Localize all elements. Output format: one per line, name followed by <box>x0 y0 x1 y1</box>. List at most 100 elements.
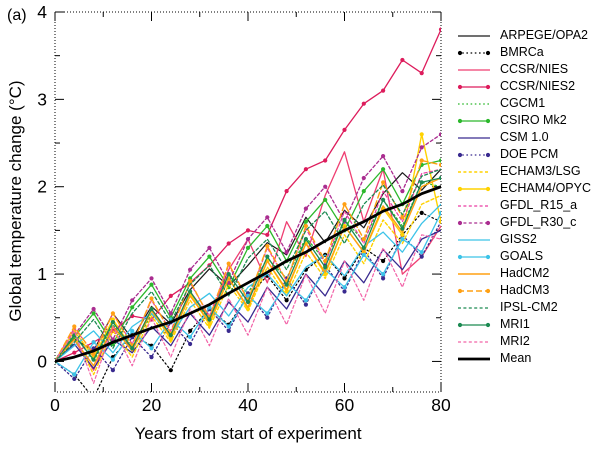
series-marker-goals <box>438 210 441 215</box>
series-marker-doe-pcm <box>149 355 154 360</box>
legend-line-sample-echam4-opyc <box>457 186 491 191</box>
series-marker-hadcm3 <box>226 261 231 266</box>
legend-item-hadcm3: HadCM3 <box>456 282 591 299</box>
series-marker-goals <box>72 372 77 377</box>
series-marker-gfdl-r30-c <box>91 306 96 312</box>
series-marker-gfdl-r30-c <box>381 154 386 159</box>
legend-line-sample-csm-1-0 <box>458 136 490 139</box>
legend-line-sample-gfdl-r15-a <box>458 204 490 207</box>
series-marker-gfdl-r30-c <box>419 145 424 150</box>
series-marker-echam4-opyc <box>419 132 424 137</box>
x-tick-label: 40 <box>238 395 258 415</box>
legend-line-sample-doe-pcm <box>457 152 491 157</box>
y-tick-label: 4 <box>37 2 47 22</box>
series-marker-doe-pcm <box>226 328 231 333</box>
legend-label-ccsr-nies: CCSR/NIES <box>500 62 569 77</box>
series-marker-doe-pcm <box>419 254 424 259</box>
y-tick-label: 0 <box>37 351 47 371</box>
series-marker-goals <box>110 357 115 362</box>
legend-line-sample-mean <box>458 357 490 360</box>
legend-label-gfdl-r15-a: GFDL_R15_a <box>500 198 578 213</box>
legend-line-sample-mri1 <box>457 322 491 327</box>
series-marker-mri1 <box>149 306 154 312</box>
legend-label-mri2: MRI2 <box>500 334 530 349</box>
y-tick-label: 2 <box>37 177 47 197</box>
legend-marker <box>485 50 491 55</box>
series-marker-bmrca <box>342 276 347 281</box>
series-marker-ccsr-nies2 <box>400 57 405 63</box>
series-marker-ccsr-nies2 <box>303 167 308 172</box>
legend-marker <box>457 288 463 293</box>
legend-item-gfdl-r30-c: GFDL_R30_c <box>456 214 591 231</box>
x-tick-label: 60 <box>335 395 355 415</box>
x-tick-label: 0 <box>50 395 60 415</box>
y-tick-label: 3 <box>37 89 47 109</box>
series-marker-mri1 <box>188 289 193 294</box>
series-marker-gfdl-r30-c <box>303 206 308 211</box>
series-marker-mri1 <box>381 197 386 202</box>
series-marker-goals <box>400 237 405 242</box>
series-marker-ccsr-nies2 <box>381 88 386 93</box>
series-marker-csiro-mk2 <box>381 167 386 172</box>
series-marker-echam4-opyc <box>323 272 328 277</box>
legend-marker <box>457 50 463 55</box>
series-marker-gfdl-r30-c <box>400 189 405 194</box>
legend-label-goals: GOALS <box>500 249 544 264</box>
series-marker-csiro-mk2 <box>130 305 135 310</box>
legend-line-sample-giss2 <box>458 238 490 241</box>
legend-item-goals: GOALS <box>456 248 591 265</box>
series-marker-hadcm3 <box>303 223 308 229</box>
series-marker-gfdl-r30-c <box>207 245 212 250</box>
legend-label-ipsl-cm2: IPSL-CM2 <box>500 300 558 315</box>
series-marker-doe-pcm <box>265 315 270 320</box>
legend-item-ipsl-cm2: IPSL-CM2 <box>456 299 591 316</box>
series-line-hadcm2 <box>55 177 441 367</box>
legend-label-giss2: GISS2 <box>500 232 537 247</box>
series-marker-bmrca <box>188 328 193 333</box>
series-marker-doe-pcm <box>188 341 193 347</box>
series-line-ipsl-cm2 <box>55 168 441 363</box>
legend-label-echam4-opyc: ECHAM4/OPYC <box>500 181 591 196</box>
legend-line-sample-mri2 <box>458 340 490 343</box>
series-marker-csiro-mk2 <box>361 189 366 194</box>
series-marker-goals <box>303 298 308 303</box>
series-marker-ccsr-nies2 <box>72 350 77 355</box>
series-marker-hadcm3 <box>361 237 366 242</box>
series-marker-goals <box>130 328 135 333</box>
legend-marker <box>485 186 491 191</box>
legend-line-sample-ipsl-cm2 <box>458 306 490 309</box>
legend-line-sample-csiro-mk2 <box>457 118 491 123</box>
series-marker-echam4-opyc <box>245 306 251 312</box>
x-tick-label: 80 <box>431 395 451 415</box>
series-marker-mri1 <box>303 237 308 242</box>
legend: ARPEGE/OPA2 BMRCa CCSR/NIES CCSR/NIES2 CGCM1… <box>456 27 591 367</box>
legend-marker <box>485 254 491 259</box>
series-marker-gfdl-r30-c <box>265 215 270 220</box>
series-marker-mri1 <box>438 175 441 181</box>
series-marker-csiro-mk2 <box>303 219 308 224</box>
series-line-mean <box>55 185 441 363</box>
series-marker-mri1 <box>168 333 173 338</box>
series-marker-hadcm3 <box>438 162 441 167</box>
series-marker-bmrca <box>92 396 96 400</box>
series-marker-hadcm3 <box>91 352 96 357</box>
series-marker-csiro-mk2 <box>438 158 441 163</box>
series-marker-bmrca <box>419 210 424 215</box>
legend-line-sample-echam3-lsg <box>458 170 490 173</box>
series-marker-hadcm3 <box>149 296 154 301</box>
legend-item-giss2: GISS2 <box>456 231 591 248</box>
series-marker-mri1 <box>130 346 135 351</box>
series-marker-echam4-opyc <box>400 232 405 237</box>
legend-marker <box>485 84 491 89</box>
series-marker-mri1 <box>361 245 366 250</box>
legend-item-gfdl-r15-a: GFDL_R15_a <box>456 197 591 214</box>
series-marker-gfdl-r30-c <box>130 298 135 303</box>
series-marker-mri1 <box>226 272 231 277</box>
series-marker-mri1 <box>265 254 270 259</box>
series-marker-echam4-opyc <box>438 219 441 224</box>
legend-line-sample-arpege-opa2 <box>458 34 490 37</box>
series-marker-ccsr-nies2 <box>245 228 251 233</box>
legend-marker <box>485 152 491 157</box>
series-marker-gfdl-r30-c <box>149 276 154 281</box>
